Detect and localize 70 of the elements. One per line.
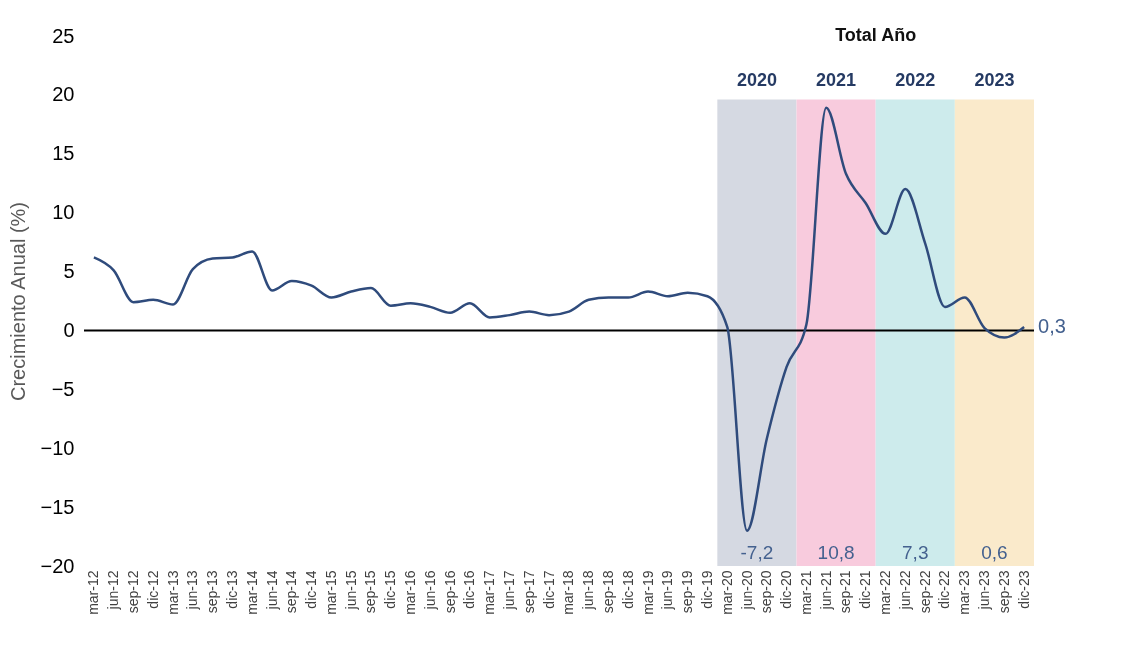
y-tick-label: −20: [40, 554, 75, 577]
x-tick-label: mar-15: [322, 570, 339, 615]
x-tick-label: jun-17: [501, 570, 518, 611]
x-tick-label: dic-15: [382, 570, 399, 609]
x-tick-label: jun-20: [738, 570, 755, 611]
x-tick-label: dic-19: [698, 570, 715, 609]
x-tick-label: sep-23: [995, 570, 1012, 614]
x-tick-label: mar-19: [639, 570, 656, 615]
x-tick-label: mar-12: [85, 570, 102, 615]
annotation: -7,2: [740, 541, 774, 563]
x-tick-label: jun-16: [421, 570, 438, 611]
y-tick-label: 5: [63, 260, 75, 283]
x-tick-label: dic-14: [303, 570, 320, 609]
x-tick-label: dic-22: [936, 570, 953, 609]
x-tick-label: mar-22: [877, 570, 894, 615]
x-tick-label: mar-16: [402, 570, 419, 615]
x-tick-label: mar-18: [560, 570, 577, 615]
y-tick-label: −15: [40, 495, 75, 518]
x-tick-label: jun-18: [580, 570, 597, 611]
x-tick-label: jun-19: [659, 570, 676, 611]
band-label: 2023: [974, 70, 1015, 91]
x-tick-label: jun-15: [342, 570, 359, 611]
band-label: 2020: [736, 70, 777, 91]
x-tick-label: dic-16: [461, 570, 478, 609]
annotation: 0,3: [1038, 314, 1066, 337]
x-tick-label: sep-19: [679, 570, 696, 614]
x-tick-label: jun-14: [263, 570, 280, 611]
x-tick-label: mar-20: [718, 570, 735, 615]
x-tick-label: jun-12: [105, 570, 122, 611]
x-tick-label: sep-14: [283, 570, 300, 614]
x-tick-label: sep-17: [520, 570, 537, 614]
y-axis-title: Crecimiento Anual (%): [6, 202, 29, 401]
x-tick-label: dic-13: [223, 570, 240, 609]
y-tick-label: 20: [52, 83, 75, 106]
annotation: 10,8: [817, 541, 855, 563]
x-tick-label: sep-15: [362, 570, 379, 614]
band-label: 2021: [816, 70, 857, 91]
x-tick-label: sep-21: [837, 570, 854, 614]
x-tick-label: dic-12: [144, 570, 161, 609]
y-tick-label: −10: [40, 436, 75, 459]
x-tick-label: sep-16: [441, 570, 458, 614]
x-tick-label: mar-14: [243, 570, 260, 615]
y-tick-label: 25: [52, 24, 75, 47]
x-tick-label: sep-22: [916, 570, 933, 614]
annotation: Total Año: [835, 25, 917, 45]
x-tick-label: jun-21: [817, 570, 834, 611]
annotation: 0,6: [981, 541, 1008, 563]
x-tick-label: dic-21: [857, 570, 874, 609]
annotation: 7,3: [902, 541, 929, 563]
x-tick-label: dic-17: [540, 570, 557, 609]
x-tick-label: mar-17: [481, 570, 498, 615]
x-tick-label: mar-13: [164, 570, 181, 615]
y-tick-label: 15: [52, 142, 75, 165]
line-series: [92, 106, 1026, 532]
band-label: 2022: [895, 70, 936, 91]
x-tick-label: sep-13: [204, 570, 221, 614]
y-tick-label: −5: [51, 377, 75, 400]
y-tick-label: 0: [63, 318, 75, 341]
x-tick-label: sep-20: [758, 570, 775, 614]
y-tick-label: 10: [52, 201, 75, 224]
x-tick-label: mar-21: [797, 570, 814, 615]
x-tick-label: dic-18: [619, 570, 636, 609]
x-tick-label: sep-12: [124, 570, 141, 614]
x-tick-label: jun-23: [976, 570, 993, 611]
x-tick-label: sep-18: [599, 570, 616, 614]
x-tick-label: dic-23: [1015, 570, 1032, 609]
x-tick-label: jun-22: [896, 570, 913, 611]
x-tick-label: mar-23: [956, 570, 973, 615]
x-tick-label: dic-20: [778, 570, 795, 609]
x-tick-label: jun-13: [184, 570, 201, 611]
